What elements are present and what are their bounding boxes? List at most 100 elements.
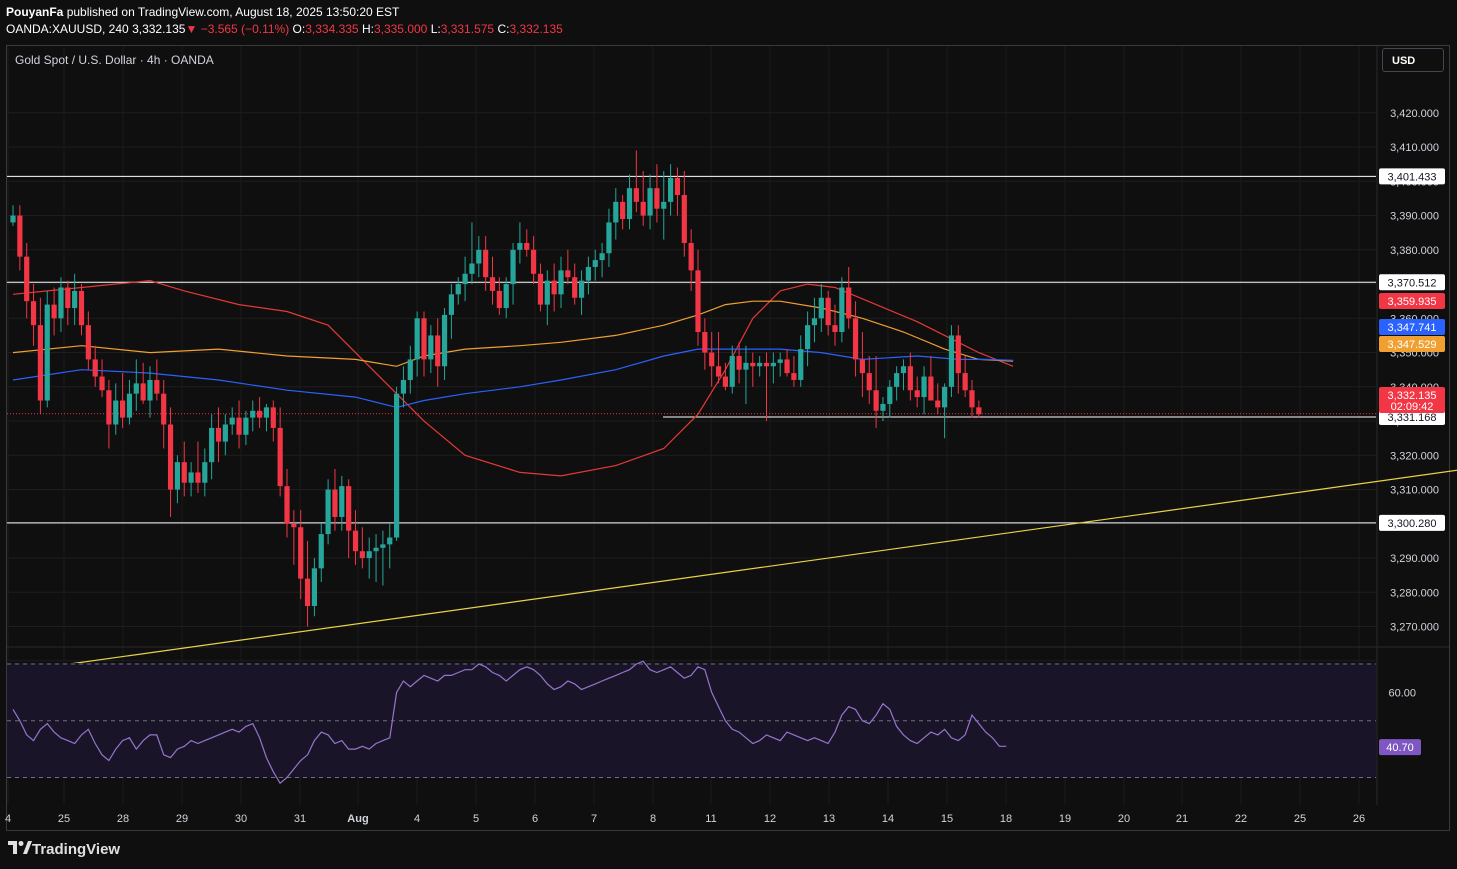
candle-body bbox=[99, 376, 105, 391]
candle bbox=[332, 469, 338, 531]
candle-body bbox=[373, 547, 379, 552]
candle-body bbox=[736, 355, 742, 370]
candle-body bbox=[78, 290, 85, 326]
tradingview-wordmark: TradingView bbox=[32, 841, 121, 858]
symbol-label[interactable]: OANDA:XAUUSD, 240 bbox=[6, 22, 129, 36]
candle bbox=[298, 510, 304, 600]
price-axis-tick: 3,380.000 bbox=[1390, 245, 1439, 257]
candle-body bbox=[921, 376, 927, 398]
candle bbox=[976, 400, 982, 418]
candle bbox=[558, 256, 564, 309]
candle-body bbox=[496, 290, 502, 309]
candle-body bbox=[174, 462, 180, 490]
rsi-line bbox=[12, 660, 1007, 785]
candle bbox=[17, 205, 23, 271]
time-axis-tick: 22 bbox=[1235, 813, 1247, 825]
candle bbox=[647, 174, 653, 230]
candle bbox=[852, 301, 859, 377]
rsi-value-badge bbox=[1379, 739, 1421, 756]
candle-body bbox=[24, 256, 30, 302]
candle bbox=[421, 311, 427, 377]
author-name[interactable]: PouyanFa bbox=[6, 5, 64, 19]
candle bbox=[147, 366, 153, 418]
candle-body bbox=[962, 373, 968, 391]
candle bbox=[839, 277, 845, 343]
candle bbox=[51, 287, 57, 336]
moving-average-line bbox=[12, 348, 1014, 409]
candle bbox=[517, 222, 523, 264]
candle-body bbox=[263, 407, 270, 418]
time-axis-tick: 11 bbox=[705, 813, 716, 825]
candle bbox=[544, 270, 550, 326]
price-axis-tick: 3,310.000 bbox=[1390, 485, 1439, 497]
candle-body bbox=[209, 427, 215, 463]
candle bbox=[243, 410, 249, 446]
candle bbox=[325, 479, 331, 545]
chart-frame bbox=[6, 45, 1450, 831]
high-value: 3,335.000 bbox=[373, 22, 428, 36]
candle-body bbox=[400, 379, 407, 394]
candle bbox=[606, 208, 612, 267]
candle bbox=[873, 355, 879, 428]
candle-body bbox=[236, 417, 242, 435]
publish-info: PouyanFa published on TradingView.com, A… bbox=[6, 5, 399, 19]
price-badge bbox=[1379, 319, 1445, 335]
candle bbox=[962, 355, 968, 398]
price-badge bbox=[1379, 387, 1445, 413]
candle bbox=[435, 318, 441, 387]
low-label: L: bbox=[430, 22, 441, 36]
candle-body bbox=[489, 277, 496, 291]
candle bbox=[784, 349, 790, 377]
candle bbox=[202, 448, 208, 497]
candle-body bbox=[428, 335, 434, 360]
candle bbox=[311, 558, 317, 617]
candle-body bbox=[544, 280, 550, 305]
level-badge-label: 3,401.433 bbox=[1388, 171, 1437, 183]
candle-body bbox=[578, 280, 585, 298]
candle-body bbox=[414, 318, 420, 360]
candle-body bbox=[17, 215, 23, 257]
moving-average-line bbox=[12, 279, 1014, 477]
price-axis-tick: 3,270.000 bbox=[1390, 622, 1439, 634]
candle-body bbox=[715, 366, 722, 377]
candle bbox=[942, 383, 948, 439]
candle-body bbox=[976, 407, 982, 415]
candle-body bbox=[44, 304, 50, 401]
countdown-label: 02:09:42 bbox=[1391, 401, 1434, 413]
candle-body bbox=[133, 383, 139, 394]
candle-body bbox=[585, 266, 591, 281]
time-axis-tick: 31 bbox=[294, 813, 306, 825]
open-label: O: bbox=[292, 22, 306, 36]
candle bbox=[352, 510, 359, 565]
candle bbox=[174, 455, 180, 504]
time-axis-tick: 28 bbox=[117, 813, 129, 825]
candle bbox=[640, 171, 646, 226]
price-badge-label: 3,332.135 bbox=[1388, 390, 1437, 402]
candle-body bbox=[709, 352, 715, 367]
candle bbox=[572, 263, 578, 305]
candle-body bbox=[900, 366, 907, 374]
candle-body bbox=[633, 188, 639, 202]
candle-body bbox=[476, 249, 482, 264]
candle bbox=[496, 277, 502, 315]
candle bbox=[907, 352, 913, 401]
candle-body bbox=[537, 273, 544, 305]
candle bbox=[304, 540, 311, 627]
time-axis-tick: 7 bbox=[591, 813, 597, 825]
candle-body bbox=[722, 376, 728, 387]
candle-body bbox=[969, 390, 975, 408]
candle-body bbox=[866, 373, 872, 391]
price-change: −3.565 (−0.11%) bbox=[200, 22, 290, 36]
candle bbox=[709, 332, 715, 387]
candle-body bbox=[332, 489, 338, 517]
candle bbox=[277, 407, 283, 497]
candle bbox=[407, 345, 413, 394]
candle-body bbox=[811, 318, 818, 326]
candle-body bbox=[51, 304, 57, 319]
candle bbox=[339, 475, 345, 531]
candle-body bbox=[668, 177, 674, 202]
currency-button[interactable]: USD bbox=[1382, 48, 1444, 72]
candle-body bbox=[654, 188, 660, 209]
candle bbox=[359, 527, 365, 569]
